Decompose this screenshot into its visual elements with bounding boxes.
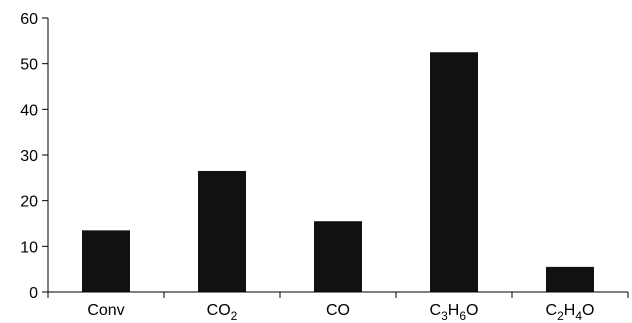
y-tick-label: 10 xyxy=(20,239,38,256)
bar xyxy=(430,52,478,292)
y-tick-label: 20 xyxy=(20,194,38,211)
x-tick-label: C3H6O xyxy=(430,302,479,323)
y-axis-ticks: 0 10 20 30 40 50 60 xyxy=(20,11,48,302)
bar xyxy=(546,266,594,292)
x-tick-label: Conv xyxy=(87,302,124,319)
x-tick-label: CO2 xyxy=(207,302,238,323)
x-axis-labels: Conv CO2 CO C3H6O C2H4O xyxy=(47,292,629,323)
x-tick-label: CO xyxy=(326,302,350,319)
bar xyxy=(198,170,246,292)
x-tick-label: C2H4O xyxy=(546,302,595,323)
bar xyxy=(82,230,130,292)
y-tick-label: 60 xyxy=(20,11,38,28)
y-tick-label: 0 xyxy=(29,285,38,302)
y-tick-label: 50 xyxy=(20,57,38,74)
y-tick-label: 30 xyxy=(20,148,38,165)
bars xyxy=(82,52,594,292)
bar xyxy=(314,221,362,292)
y-tick-label: 40 xyxy=(20,102,38,119)
